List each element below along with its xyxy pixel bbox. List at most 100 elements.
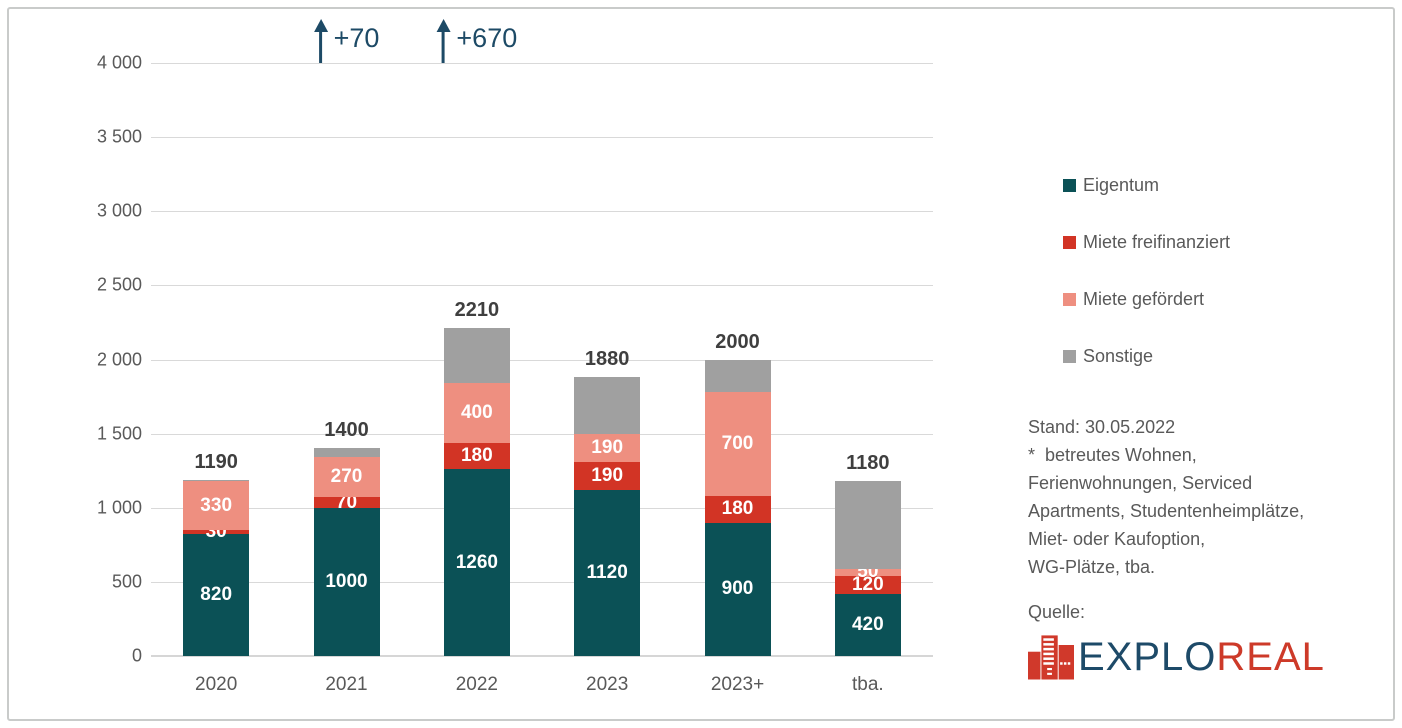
bar-segment [704, 522, 771, 656]
bar-total-label: 1180 [846, 452, 890, 475]
segment-value-label: 420 [851, 613, 884, 635]
footnote-line: WG-Plätze, tba. [1028, 557, 1156, 577]
segment-value-label: 180 [721, 498, 754, 520]
bar-total-label: 2210 [454, 299, 500, 322]
bar-segment [443, 328, 510, 384]
exploreal-logo: EXPLOREAL [1028, 633, 1325, 680]
legend-swatch [1063, 349, 1076, 363]
legend-label: Sonstige [1083, 345, 1154, 366]
gridline [151, 360, 933, 361]
bar-segment [443, 442, 510, 470]
bar-segment [834, 568, 901, 576]
y-axis-tick-label: 3 500 [96, 126, 142, 147]
legend-item: Sonstige [1063, 345, 1230, 366]
y-axis-tick-label: 4 000 [96, 52, 142, 73]
bar-segment [834, 481, 901, 569]
legend-item: Miete freifinanziert [1063, 231, 1231, 252]
segment-value-label: 330 [200, 494, 233, 516]
gridline [151, 137, 933, 138]
bar-segment [183, 479, 250, 482]
chart-legend: Eigentum Miete freifinanziert Miete geförd… [1063, 174, 1231, 404]
x-axis-tick-label: 2021 [325, 674, 368, 695]
x-axis-tick-label: 2022 [455, 674, 498, 695]
segment-value-label: 400 [460, 401, 493, 423]
logo-wordmark: EXPLOREAL [1078, 637, 1325, 677]
logo-text-explo: EXPLO [1078, 634, 1217, 679]
bar-segment [704, 392, 771, 496]
y-axis-tick-label: 500 [111, 571, 142, 592]
x-axis-tick-label: 2023 [586, 674, 629, 695]
legend-swatch [1063, 235, 1076, 249]
footnote-line: * betreutes Wohnen, [1028, 445, 1197, 465]
segment-value-label: 270 [330, 466, 363, 488]
bar-segment [313, 507, 380, 656]
bar-total-label: 1190 [194, 450, 238, 473]
footnote-line: Apartments, Studentenheimplätze, [1028, 501, 1305, 521]
bar-segment [313, 448, 380, 458]
legend-swatch [1063, 292, 1076, 306]
segment-value-label: 700 [721, 433, 754, 454]
y-axis-tick-label: 1 000 [96, 497, 142, 518]
footnote-line: Ferienwohnungen, Serviced [1028, 473, 1253, 493]
gridline [151, 508, 933, 509]
bar-segment [834, 575, 901, 594]
annotation-label: +670 [456, 23, 518, 53]
bar-segment [704, 359, 771, 393]
y-axis-tick-label: 1 500 [96, 423, 142, 444]
segment-value-label: 190 [591, 464, 624, 486]
y-axis-tick-label: 2 500 [96, 274, 142, 295]
bar-segment [183, 529, 250, 535]
source-label: Quelle: [1028, 602, 1086, 622]
y-axis-tick-label: 0 [131, 645, 142, 666]
legend-item: Miete gefördert [1063, 288, 1230, 309]
bar-segment [183, 481, 250, 530]
bar-segment [443, 469, 510, 656]
legend-item: Eigentum [1063, 174, 1230, 195]
bar-segment [313, 457, 380, 498]
segment-value-label: 900 [721, 578, 754, 600]
segment-value-label: 1260 [455, 551, 498, 573]
bar-total-label: 2000 [715, 330, 760, 353]
up-arrow-icon [436, 19, 451, 63]
gridline [151, 211, 933, 212]
bar-segment [313, 497, 380, 508]
x-axis-tick-label: tba. [851, 674, 884, 695]
footnote-line: Miet- oder Kaufoption, [1028, 529, 1206, 549]
bar-segment [834, 593, 901, 656]
x-axis-tick-label: 2020 [195, 674, 238, 695]
bar-segment [574, 433, 641, 462]
annotation-label: +70 [333, 23, 380, 53]
segment-value-label: 190 [591, 436, 624, 458]
y-axis-tick-label: 2 000 [96, 349, 142, 369]
bar-total-label: 1880 [584, 348, 630, 371]
buildings-icon [1028, 635, 1074, 680]
gridline [151, 63, 933, 64]
x-axis-line [151, 655, 933, 657]
segment-value-label: 1000 [325, 570, 368, 592]
logo-text-real: REAL [1216, 634, 1325, 679]
segment-value-label: 1120 [586, 561, 628, 583]
gridline [151, 434, 933, 435]
bar-segment [183, 534, 250, 656]
extra-units-annotation: +670 [436, 19, 517, 63]
bar-segment [574, 489, 641, 656]
footnote-line: Stand: 30.05.2022 [1028, 417, 1176, 437]
segment-value-label: 120 [851, 573, 884, 595]
segment-value-label: 820 [200, 584, 233, 606]
bar-total-label: 1400 [324, 419, 369, 442]
up-arrow-icon [313, 19, 328, 63]
legend-label: Eigentum [1083, 174, 1160, 195]
x-axis-tick-label: 2023+ [710, 674, 765, 695]
legend-swatch [1063, 178, 1076, 192]
y-axis-tick-label: 3 000 [96, 200, 142, 221]
bar-segment [574, 377, 641, 434]
legend-label: Miete freifinanziert [1083, 231, 1231, 252]
bar-segment [574, 461, 641, 490]
legend-label: Miete gefördert [1083, 288, 1205, 309]
gridline [151, 285, 933, 286]
extra-units-annotation: +70 [313, 19, 380, 63]
gridline [151, 582, 933, 583]
segment-value-label: 180 [460, 444, 493, 466]
bar-segment [443, 383, 510, 443]
